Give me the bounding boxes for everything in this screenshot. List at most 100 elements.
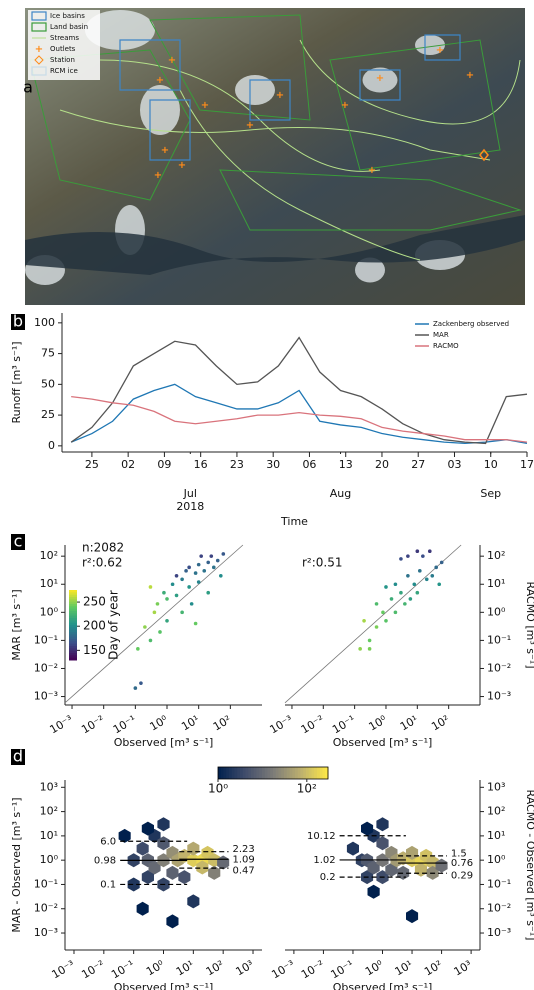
hex-cell [346, 841, 359, 856]
legend-swatch [34, 55, 44, 65]
x-tick-label: 10⁻² [79, 958, 106, 981]
ice-basin [359, 69, 401, 101]
scatter-point [211, 565, 216, 570]
scatter-point [367, 647, 372, 651]
outlet-marker: + [161, 145, 169, 156]
colorbar-cell [275, 767, 279, 779]
scatter-point [415, 590, 420, 595]
legend-swatch [31, 22, 47, 32]
fjord [25, 215, 525, 275]
hex-cell [208, 865, 221, 880]
scatter-point [215, 558, 220, 563]
scatter-point [206, 560, 211, 565]
colorbar-cell [69, 653, 77, 656]
x-tick-label: 10⁰ [367, 713, 390, 734]
hex-cell [435, 858, 448, 873]
month-label: Aug [330, 487, 351, 500]
colorbar-cell [300, 767, 304, 779]
scatter-point [187, 585, 191, 589]
outlet-marker: + [376, 73, 384, 84]
legend-label: RCM ice [50, 67, 78, 75]
hex-cell [127, 877, 140, 892]
x-tick-label: 10¹ [174, 958, 196, 978]
scatter-point [384, 585, 388, 589]
y-tick-label: 10⁻² [34, 661, 58, 674]
colorbar-frame [217, 766, 329, 780]
annotation: r²:0.51 [302, 556, 343, 570]
ice-basin [424, 34, 461, 61]
x-tick-label: 10² [429, 713, 451, 733]
scatter-point [219, 573, 223, 578]
legend-label: Station [50, 56, 75, 64]
y-tick-label: 10⁰ [487, 605, 506, 618]
colorbar-tick-label: 200 [83, 619, 106, 633]
x-tick-label: 16 [194, 458, 208, 471]
y-tick-label: 10³ [40, 780, 58, 793]
outlet-marker: + [436, 45, 444, 56]
x-axis-label: Observed [m³ s⁻¹] [114, 981, 214, 990]
colorbar-cell [273, 767, 277, 779]
one-to-one-line [64, 544, 244, 704]
quantile-label: 0.98 [94, 855, 116, 866]
y-tick-label: 10¹ [487, 829, 505, 842]
scatter-point [412, 582, 417, 587]
colorbar-cell [69, 601, 77, 605]
y-tick-label: 10⁻³ [487, 690, 511, 703]
x-tick-label: 30 [266, 458, 280, 471]
outlet-marker: + [368, 165, 376, 176]
outlet-marker: + [246, 120, 254, 131]
y-tick-label: 10⁻¹ [34, 633, 58, 646]
quantile-label: 0.29 [451, 871, 473, 882]
scatter-point [434, 565, 438, 570]
x-tick-label: 10⁻² [79, 713, 106, 736]
y-tick-label: 0 [48, 439, 55, 452]
scatter-point [406, 573, 410, 578]
year-label: 2018 [176, 500, 204, 513]
colorbar-cell [69, 650, 77, 654]
colorbar-cell [69, 592, 77, 596]
outlet-marker: + [341, 100, 349, 111]
legend-swatch [31, 66, 47, 76]
colorbar-cell [69, 629, 77, 633]
colorbar-cell [311, 767, 315, 779]
legend-label: Zackenberg observed [433, 320, 509, 328]
y-tick-label: 10² [487, 549, 505, 562]
colorbar-cell [69, 648, 77, 652]
hex-cell [376, 836, 389, 851]
scatter-point [393, 610, 398, 615]
scatter-point [139, 681, 143, 685]
quantile-label: 1.5 [451, 848, 467, 859]
scatter-point [424, 577, 429, 582]
scatter-point [174, 593, 179, 598]
hex-cell [136, 841, 149, 856]
y-tick-label: 50 [41, 377, 55, 390]
colorbar-cell [69, 594, 77, 598]
land-basin [219, 169, 522, 231]
month-label: Sep [480, 487, 501, 500]
x-tick-label: 10⁻¹ [111, 713, 138, 736]
scatter-point [374, 602, 379, 606]
colorbar-cell [69, 627, 77, 631]
land-basin [329, 39, 501, 171]
quantile-label: 1.09 [233, 854, 255, 865]
x-tick-label: 10⁰ [363, 958, 386, 979]
legend-label: Outlets [50, 45, 76, 53]
quantile-label: 0.2 [320, 872, 336, 883]
colorbar-tick-label: 10⁰ [208, 782, 228, 796]
series-line [70, 383, 528, 445]
scatter-point [362, 618, 366, 623]
ice-basin [249, 79, 291, 121]
y-tick-label: 10⁰ [40, 605, 59, 618]
colorbar-cell [69, 646, 77, 649]
outlet-marker: + [156, 75, 164, 86]
legend-swatch: + [35, 44, 43, 55]
hex-cell [361, 821, 374, 836]
snow-patch [235, 75, 275, 105]
scatter-point [155, 602, 160, 606]
scatter-point [187, 565, 191, 570]
legend-label: Land basin [50, 23, 88, 31]
x-tick-label: 10³ [452, 958, 474, 978]
scatter-point [196, 580, 201, 584]
scatter-point [374, 625, 379, 629]
